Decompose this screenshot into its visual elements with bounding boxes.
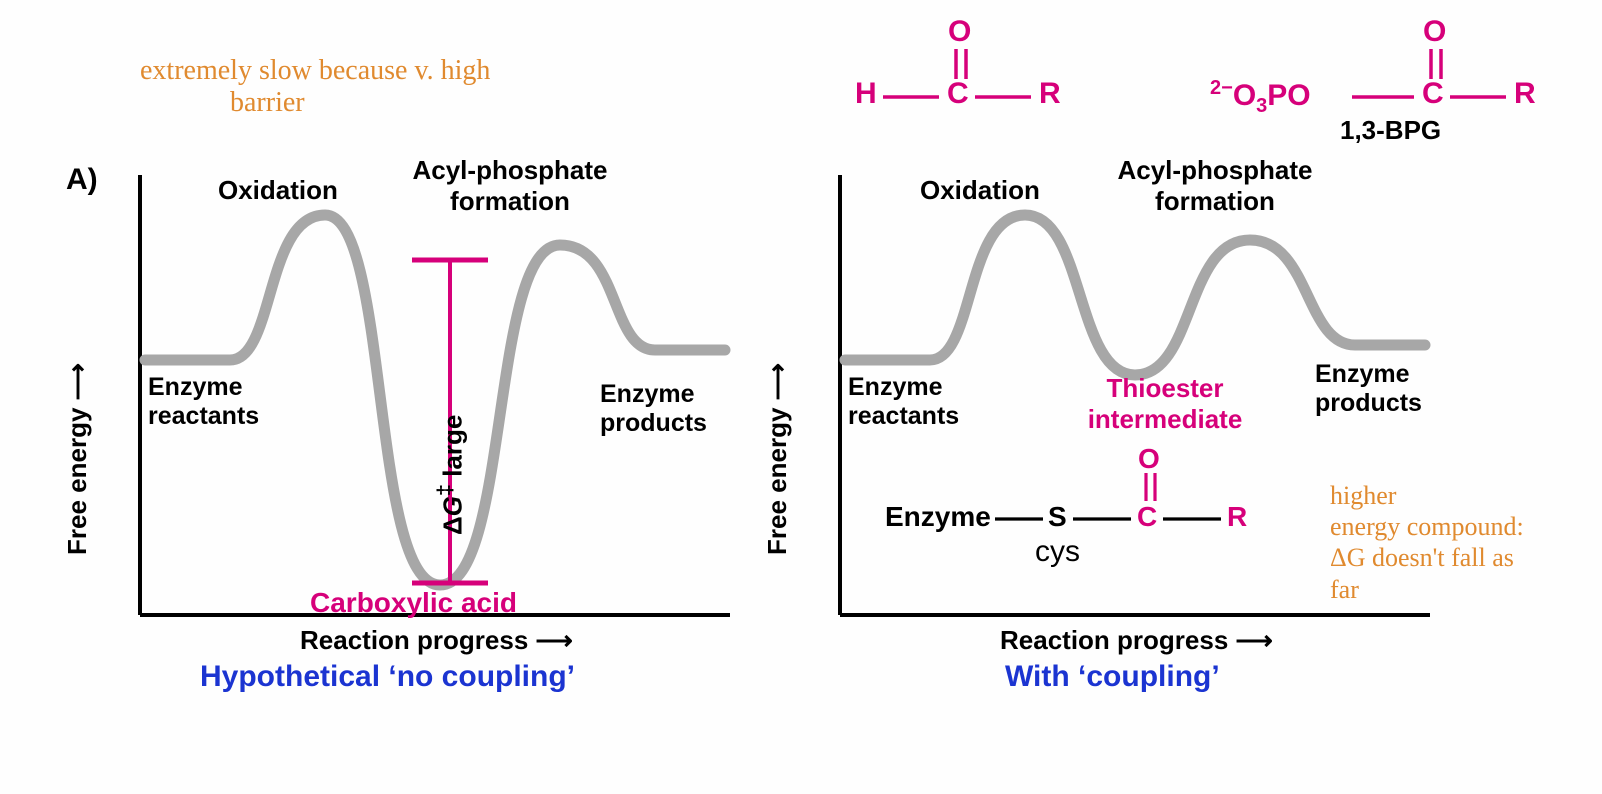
thioester-structure: O Enzyme S C R cys [885, 445, 1315, 565]
x-axis-label: Reaction progress ⟶ [1000, 625, 1273, 656]
dg-label: ΔG‡ large [432, 415, 469, 535]
right-caption: With ‘coupling’ [1005, 660, 1220, 694]
reactants-label: Enzyme reactants [148, 373, 259, 431]
oxidation-label: Oxidation [218, 175, 338, 206]
aldehyde-structure: O H C R [855, 15, 1075, 125]
bpg-structure: O 2−O3PO C R 1,3-BPG [1210, 15, 1550, 155]
panel-id: A) [66, 163, 98, 197]
y-axis-label: Free energy ⟶ [762, 363, 793, 555]
intermediate-label: Carboxylic acid [310, 587, 517, 619]
acyl-label: Acyl-phosphate formation [390, 155, 630, 217]
intermediate-label: Thioester intermediate [1050, 373, 1280, 435]
right-annotation: higher energy compound: ΔG doesn't fall … [1330, 480, 1600, 605]
left-annotation: extremely slow because v. high barrier [140, 55, 700, 119]
reactants-label: Enzyme reactants [848, 373, 959, 431]
right-panel: Free energy ⟶ Reaction progress ⟶ Oxidat… [760, 155, 1460, 725]
products-label: Enzyme products [600, 380, 707, 438]
left-caption: Hypothetical ‘no coupling’ [200, 660, 575, 694]
products-label: Enzyme products [1315, 360, 1422, 418]
y-axis-label: Free energy ⟶ [62, 363, 93, 555]
left-panel: A) Free energy ⟶ Reaction progress ⟶ Oxi… [40, 155, 740, 725]
x-axis-label: Reaction progress ⟶ [300, 625, 573, 656]
acyl-label: Acyl-phosphate formation [1095, 155, 1335, 217]
oxidation-label: Oxidation [920, 175, 1040, 206]
